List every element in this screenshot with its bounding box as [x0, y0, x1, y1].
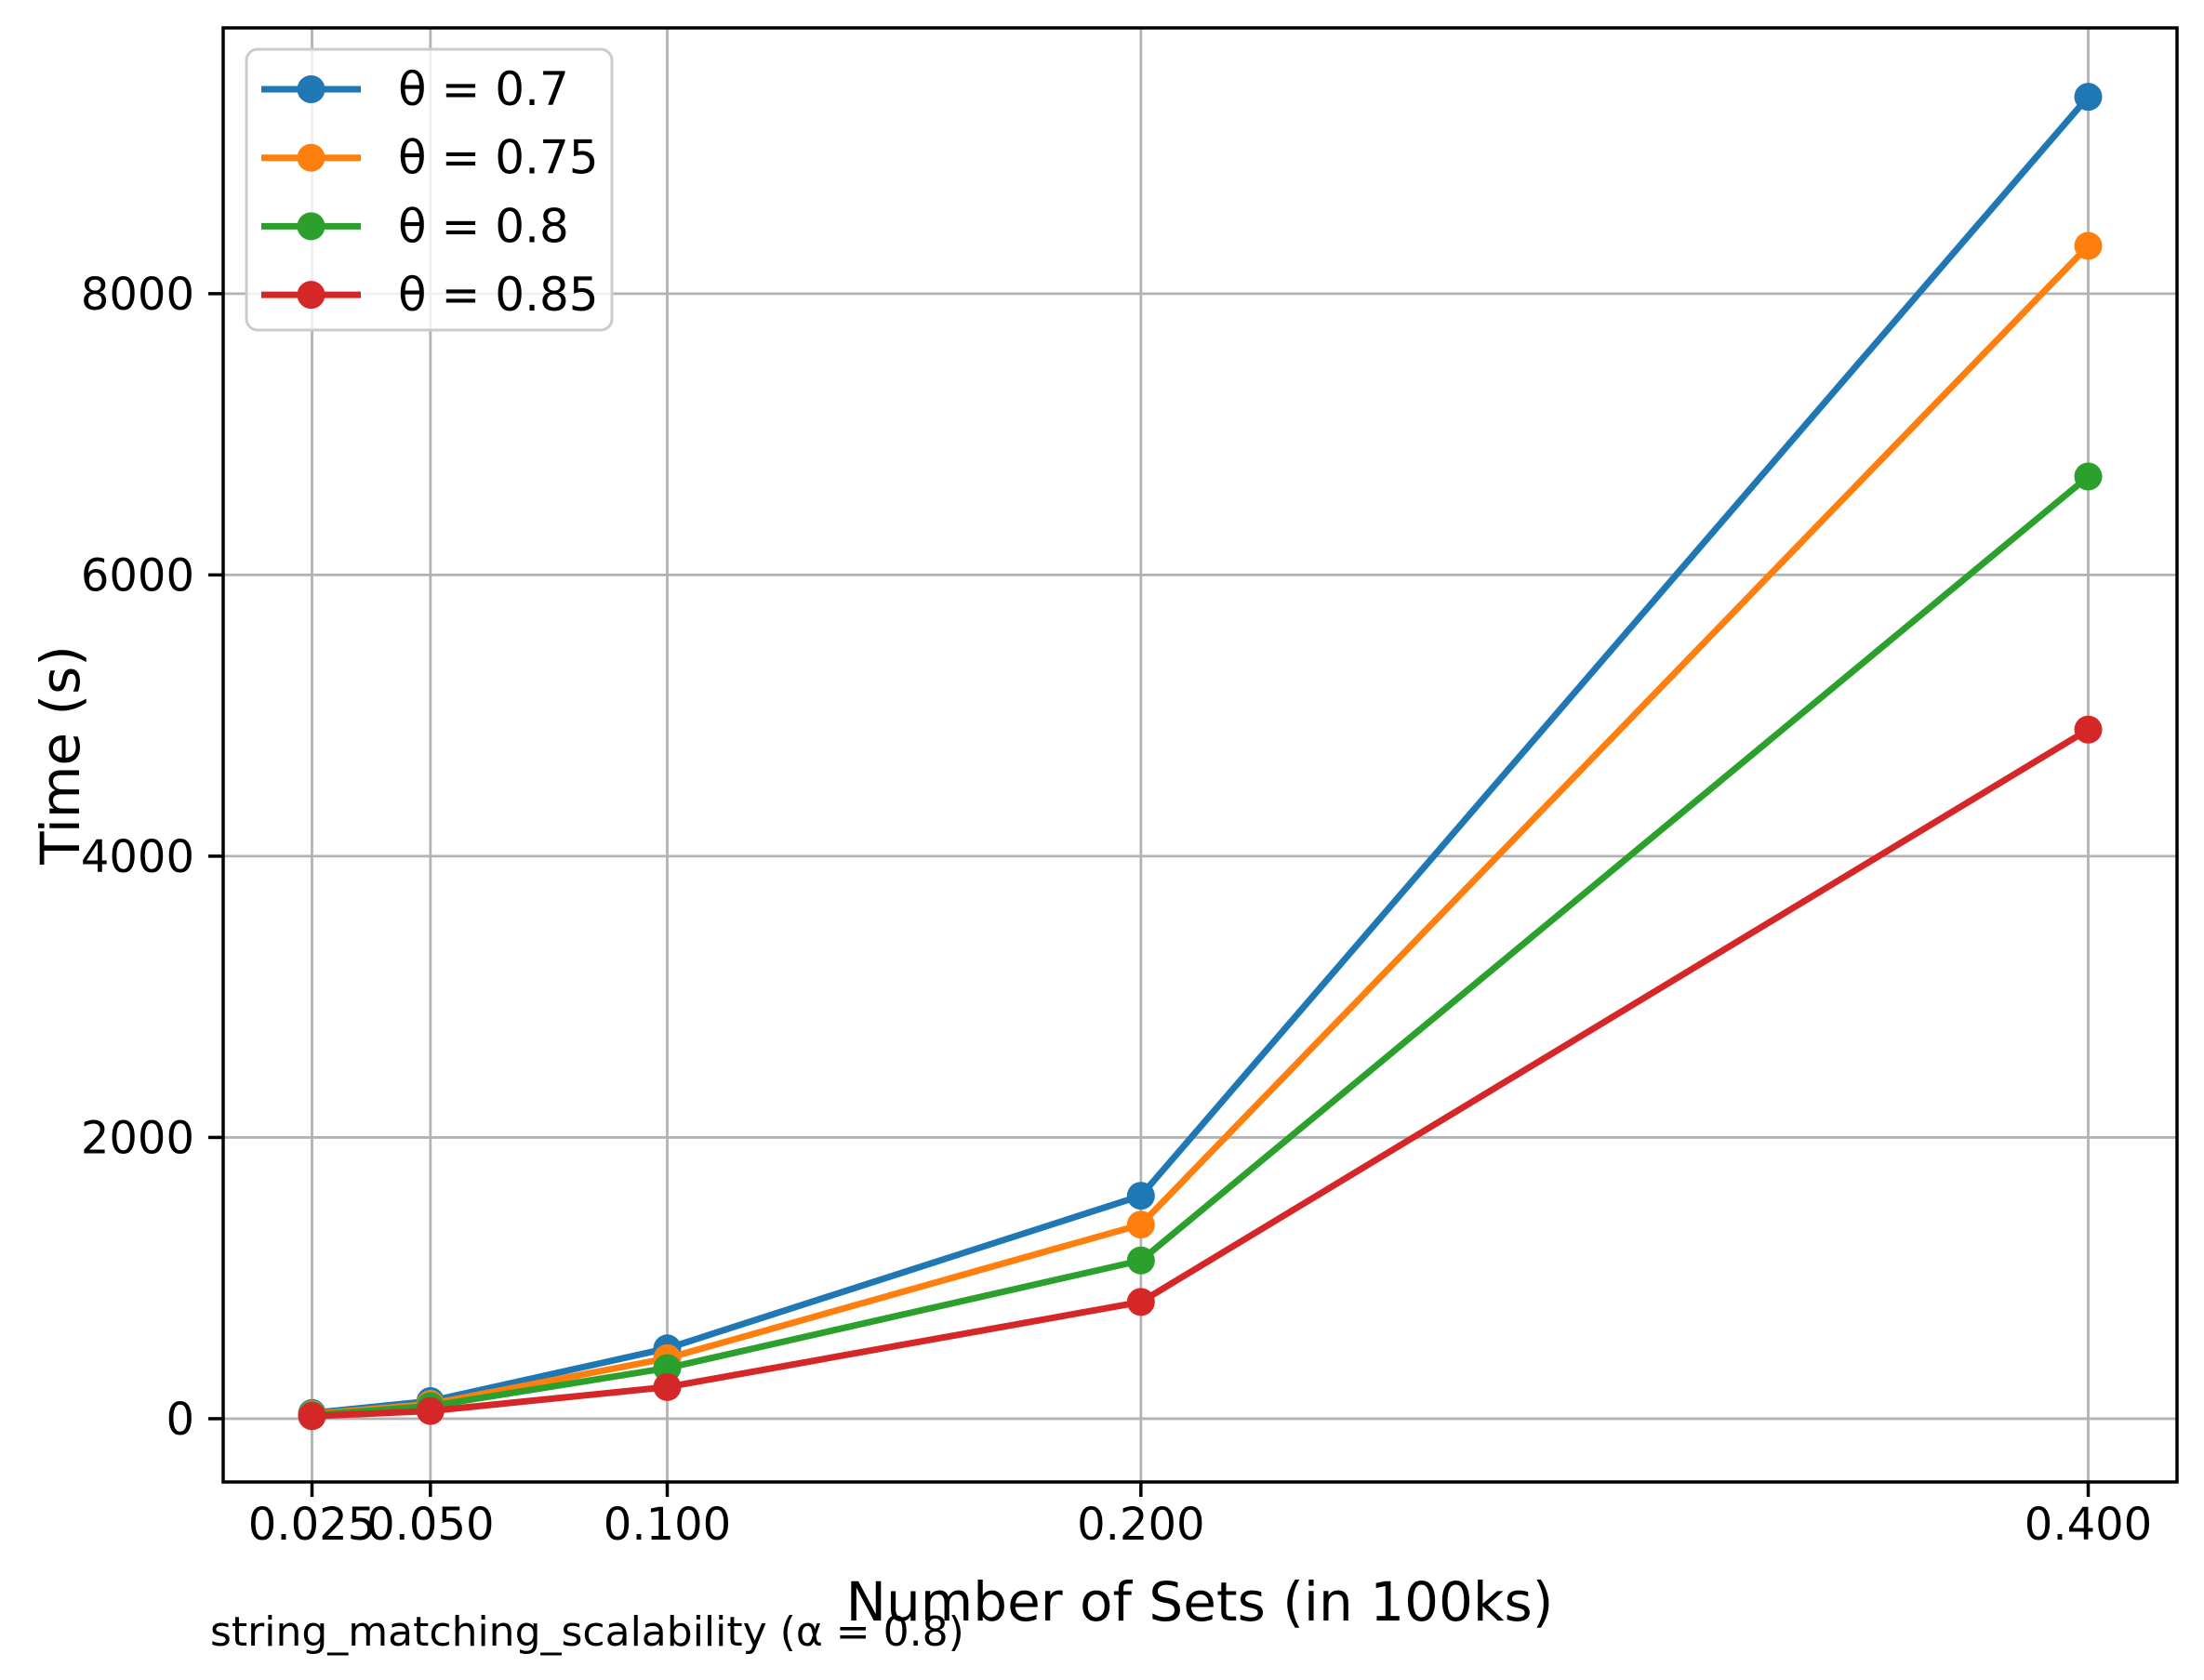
data-point-marker	[2074, 83, 2103, 112]
series-line	[312, 726, 2091, 1420]
legend-label: θ = 0.85	[398, 268, 599, 322]
legend-label: θ = 0.75	[398, 131, 599, 185]
legend-marker	[297, 281, 325, 310]
x-tick-label: 0.200	[1077, 1499, 1204, 1551]
x-tick-label: 0.025	[248, 1499, 376, 1551]
data-point-marker	[1126, 1288, 1155, 1316]
y-tick-label: 0	[166, 1394, 194, 1446]
data-point-marker	[298, 1402, 326, 1431]
legend-marker	[297, 212, 325, 241]
y-tick-label: 8000	[81, 269, 194, 321]
y-axis-label: Time (s)	[29, 645, 92, 866]
data-point-marker	[1126, 1246, 1155, 1275]
data-point-marker	[1126, 1210, 1155, 1239]
legend-marker	[297, 75, 325, 103]
legend-item: θ = 0.7	[261, 62, 569, 116]
data-point-marker	[1126, 1182, 1155, 1210]
legend-marker	[297, 143, 325, 172]
legend-label: θ = 0.7	[398, 62, 569, 116]
series-layer	[298, 83, 2103, 1431]
data-point-marker	[416, 1396, 445, 1425]
data-point-marker	[653, 1372, 682, 1401]
legend-item: θ = 0.8	[261, 199, 569, 253]
y-tick-label: 4000	[81, 831, 194, 883]
y-tick-label: 6000	[81, 549, 194, 602]
x-tick-label: 0.400	[2025, 1499, 2152, 1551]
data-point-marker	[2074, 715, 2103, 744]
plot-border	[221, 26, 2179, 1484]
x-axis-label: Number of Sets (in 100ks)	[846, 1570, 1554, 1634]
legend-item: θ = 0.85	[261, 268, 599, 322]
caption: string_matching_scalability (α = 0.8)	[210, 1608, 964, 1656]
legend-label: θ = 0.8	[398, 199, 569, 253]
y-tick-label: 2000	[81, 1112, 194, 1164]
series-line	[312, 244, 2091, 1418]
legend-box	[245, 47, 614, 332]
data-point-marker	[2074, 231, 2103, 260]
data-point-marker	[2074, 462, 2103, 491]
x-tick-label: 0.100	[604, 1499, 731, 1551]
legend: θ = 0.7 θ = 0.75 θ = 0.8 θ = 0.85	[245, 47, 614, 332]
legend-item: θ = 0.75	[261, 131, 599, 185]
series-line	[312, 473, 2091, 1419]
x-tick-label: 0.050	[366, 1499, 494, 1551]
